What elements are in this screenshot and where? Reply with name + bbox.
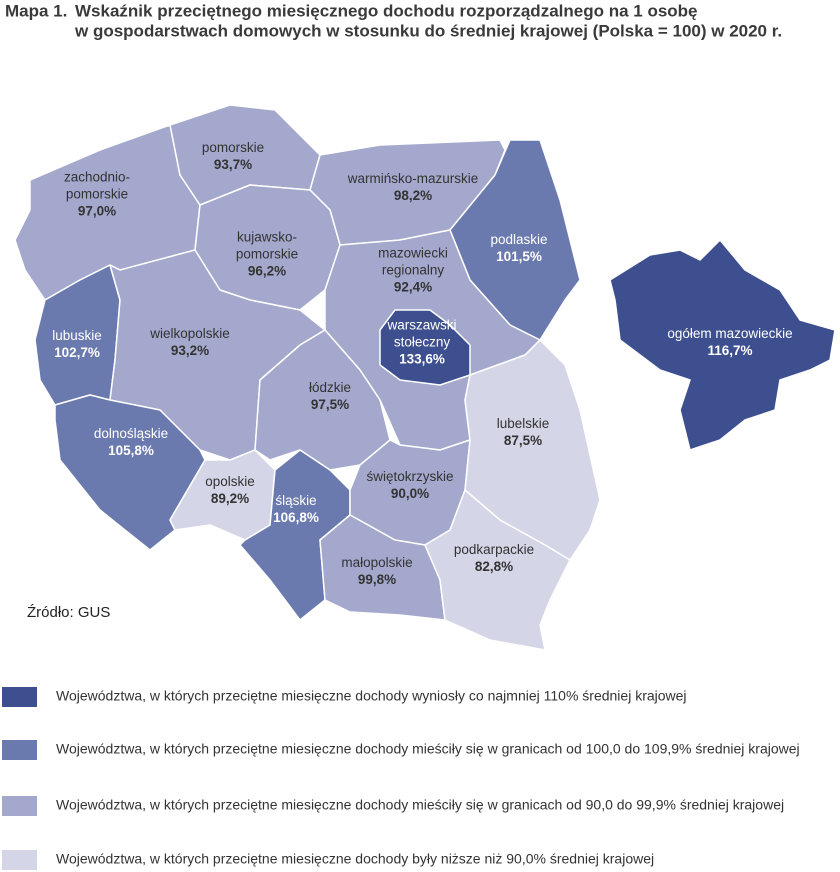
region-name: zachodnio- bbox=[64, 170, 130, 185]
region-name: pomorskie bbox=[66, 187, 128, 202]
title-line: Wskaźnik przeciętnego miesięcznego docho… bbox=[75, 1, 698, 20]
region-name: regionalny bbox=[382, 263, 445, 278]
region bbox=[609, 239, 836, 451]
region-name: warszawski bbox=[386, 318, 456, 333]
legend-swatch bbox=[2, 740, 37, 760]
region bbox=[379, 309, 471, 386]
region-name: lubelskie bbox=[497, 416, 550, 431]
region-name: podlaskie bbox=[490, 232, 547, 247]
region-value: 96,2% bbox=[248, 264, 286, 279]
region-value: 97,0% bbox=[78, 204, 116, 219]
region-name: pomorskie bbox=[202, 140, 264, 155]
region-name: kujawsko- bbox=[237, 230, 297, 245]
region-value: 98,2% bbox=[394, 188, 432, 203]
region-value: 92,4% bbox=[394, 280, 432, 295]
title-line: w gospodarstwach domowych w stosunku do … bbox=[74, 21, 782, 40]
region-name: podkarpackie bbox=[454, 542, 534, 557]
region-name: warmińsko-mazurskie bbox=[347, 171, 479, 186]
region bbox=[424, 489, 571, 651]
region-name: stołeczny bbox=[394, 335, 451, 350]
region-value: 82,8% bbox=[475, 559, 513, 574]
region-value: 106,8% bbox=[273, 510, 319, 525]
legend-label: Województwa, w których przeciętne miesię… bbox=[56, 688, 687, 704]
source: Źródło: GUS bbox=[27, 604, 110, 621]
region-name: ogółem mazowieckie bbox=[667, 326, 792, 341]
region-labels: zachodnio-pomorskie 97,0% pomorskie 93,7% wa… bbox=[52, 140, 792, 587]
region-value: 99,8% bbox=[358, 572, 396, 587]
region bbox=[464, 339, 601, 561]
legend-label: Województwa, w których przeciętne miesię… bbox=[56, 797, 784, 813]
region-value: 93,2% bbox=[171, 343, 209, 358]
region-value: 105,8% bbox=[108, 443, 154, 458]
legend: Województwa, w których przeciętne miesię… bbox=[2, 687, 800, 870]
legend-swatch bbox=[2, 850, 37, 870]
region-name: małopolskie bbox=[341, 555, 412, 570]
legend-label: Województwa, w których przeciętne miesię… bbox=[56, 851, 654, 867]
region-value: 133,6% bbox=[399, 352, 445, 367]
region-name: lubuskie bbox=[52, 328, 102, 343]
region-value: 116,7% bbox=[707, 343, 752, 358]
legend-swatch bbox=[2, 687, 37, 707]
region-name: łódzkie bbox=[309, 380, 351, 395]
region-value: 93,7% bbox=[214, 157, 252, 172]
region-value: 89,2% bbox=[211, 491, 249, 506]
region-name: mazowiecki bbox=[378, 246, 448, 261]
region-value: 90,0% bbox=[391, 486, 429, 501]
region-value: 101,5% bbox=[496, 249, 542, 264]
region-name: świętokrzyskie bbox=[366, 469, 453, 484]
region-name: opolskie bbox=[205, 474, 255, 489]
region-name: dolnośląskie bbox=[94, 426, 168, 441]
region-name: wielkopolskie bbox=[149, 326, 230, 341]
region-value: 87,5% bbox=[504, 433, 542, 448]
region-value: 97,5% bbox=[311, 397, 349, 412]
region-name: pomorskie bbox=[236, 247, 298, 262]
region bbox=[254, 329, 391, 471]
regions bbox=[14, 104, 836, 651]
region-value: 102,7% bbox=[54, 345, 100, 360]
legend-swatch bbox=[2, 796, 37, 816]
legend-label: Województwa, w których przeciętne miesię… bbox=[56, 741, 800, 757]
region-name: śląskie bbox=[275, 493, 316, 508]
map-label: Mapa 1. bbox=[5, 1, 67, 20]
